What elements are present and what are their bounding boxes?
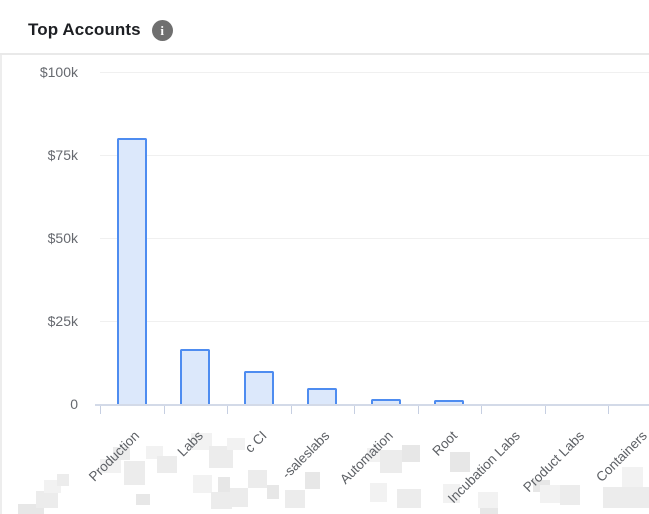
- redacted-text-block: [57, 474, 69, 486]
- redacted-text-block: [248, 470, 267, 488]
- x-axis-tick: [417, 406, 419, 414]
- redacted-text-block: [227, 438, 245, 450]
- x-axis-line: [95, 404, 649, 406]
- redacted-text-block: [643, 487, 649, 508]
- redacted-text-block: [622, 487, 643, 508]
- redacted-text-block: [622, 467, 643, 487]
- redacted-text-block: [397, 489, 421, 508]
- redacted-text-block: [44, 480, 61, 493]
- x-axis-tick: [544, 406, 546, 414]
- chart-bar-automation[interactable]: [370, 399, 401, 404]
- chart-bar-saleslabs[interactable]: [307, 388, 338, 404]
- redacted-text-block: [18, 504, 44, 514]
- redacted-text-block: [478, 492, 498, 508]
- x-axis-tick: [481, 406, 482, 414]
- y-axis-tick-label: $75k: [47, 146, 78, 163]
- redacted-text-block: [124, 461, 145, 485]
- chart-bar-labs[interactable]: [180, 349, 211, 404]
- redacted-text-block: [443, 484, 460, 503]
- x-axis-tick: [354, 406, 355, 414]
- redacted-text-block: [305, 472, 320, 489]
- header-divider: [0, 53, 649, 55]
- redacted-text-block: [218, 477, 230, 492]
- redacted-text-block: [380, 450, 402, 473]
- redacted-text-block: [211, 492, 232, 509]
- redacted-text-block: [450, 452, 470, 472]
- chart-bar-production[interactable]: [116, 138, 147, 404]
- redacted-text-block: [157, 456, 177, 473]
- redacted-text-block: [540, 485, 560, 503]
- redacted-text-block: [402, 445, 420, 462]
- redacted-text-block: [100, 459, 121, 473]
- gridline: [100, 71, 649, 73]
- redacted-text-block: [603, 487, 622, 508]
- y-axis-tick-label: $100k: [39, 63, 78, 80]
- redacted-text-block: [193, 475, 212, 493]
- redacted-text-block: [560, 485, 580, 505]
- gridline: [100, 237, 649, 239]
- info-icon-glyph: i: [160, 22, 164, 38]
- x-axis-tick: [100, 406, 101, 414]
- chart-bar-c-ci[interactable]: [243, 371, 274, 404]
- redacted-text-block: [209, 446, 233, 468]
- x-axis-label-c-ci: c CI: [241, 428, 270, 456]
- x-axis-tick: [608, 406, 609, 414]
- redacted-text-block: [113, 447, 130, 460]
- y-axis-tick-label: $25k: [47, 312, 78, 329]
- card-title: Top Accounts: [28, 20, 141, 39]
- redacted-text-block: [36, 491, 58, 508]
- redacted-text-block: [146, 446, 163, 459]
- gridline: [100, 320, 649, 322]
- x-axis-tick: [227, 406, 228, 414]
- gridline: [100, 154, 649, 156]
- card-left-border: [0, 55, 2, 514]
- chart-bar-root[interactable]: [434, 400, 465, 404]
- redacted-text-block: [285, 490, 305, 508]
- redacted-text-block: [367, 448, 380, 462]
- y-axis-tick-label: $50k: [47, 229, 78, 246]
- x-axis-tick: [163, 406, 165, 414]
- redacted-text-block: [136, 494, 150, 505]
- y-axis-tick-label: 0: [70, 396, 78, 412]
- redacted-text-block: [267, 485, 279, 499]
- info-icon[interactable]: i: [151, 19, 173, 41]
- redacted-text-block: [480, 508, 498, 514]
- x-axis-tick: [290, 406, 292, 414]
- redacted-text-block: [191, 433, 212, 450]
- redacted-text-block: [370, 483, 387, 502]
- redacted-text-block: [230, 488, 248, 507]
- card-header: Top Accounts i: [28, 16, 173, 44]
